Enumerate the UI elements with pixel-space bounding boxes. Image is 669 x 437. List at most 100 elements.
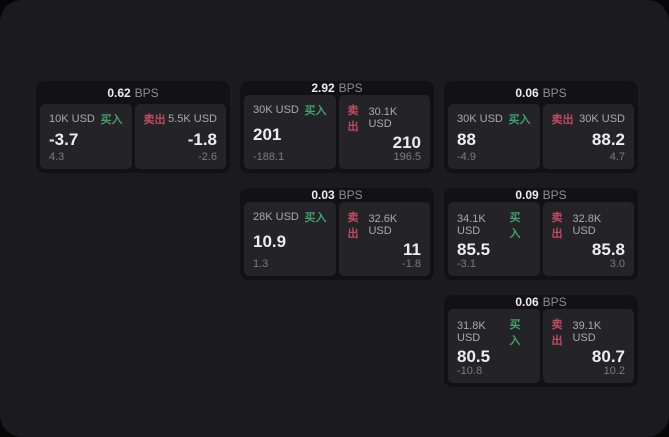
spread-value: 0.09	[515, 188, 539, 202]
buy-amount: 30K USD	[253, 104, 299, 116]
buy-amount: 30K USD	[457, 113, 503, 125]
sell-price: 88.2	[591, 129, 625, 149]
buy-panel[interactable]: 28K USD 买入 10.9 1.3	[244, 202, 336, 276]
sell-amount: 30.1K USD	[368, 106, 398, 130]
sell-panel-top: 卖出 39.1K USD	[552, 316, 626, 348]
sell-side-label: 卖出	[347, 212, 359, 240]
spread-unit: BPS	[542, 85, 567, 100]
sell-panel[interactable]: 卖出 32.6K USD 11 -1.8	[338, 202, 430, 276]
sell-panel-top: 卖出 5.5K USD	[144, 111, 218, 127]
buy-sub-value: 1.3	[253, 258, 269, 270]
card-header: 0.06 BPS	[444, 81, 638, 104]
buy-amount: 31.8K USD	[457, 320, 486, 344]
sell-panel[interactable]: 卖出 30.1K USD 210 196.5	[338, 95, 430, 169]
card-header: 2.92 BPS	[240, 81, 434, 95]
spread-value: 0.62	[107, 85, 131, 100]
buy-panel-top: 28K USD 买入	[253, 209, 327, 225]
quote-card: 0.06 BPS 31.8K USD 买入 80.5 -10.8 卖出 39.1…	[444, 295, 638, 387]
buy-side-label: 买入	[304, 105, 327, 117]
sell-panel-top: 卖出 32.8K USD	[552, 209, 626, 241]
quote-card: 0.62 BPS 10K USD 买入 -3.7 4.3 卖出 5.5K USD…	[36, 81, 230, 173]
card-header: 0.03 BPS	[240, 188, 434, 202]
buy-panel[interactable]: 31.8K USD 买入 80.5 -10.8	[448, 309, 540, 383]
buy-panel-top: 10K USD 买入	[49, 111, 123, 127]
sell-sub-value: 3.0	[609, 258, 625, 270]
sell-price: 210	[392, 133, 421, 152]
sell-price: -1.8	[187, 129, 217, 149]
sell-amount: 32.6K USD	[368, 213, 398, 237]
quote-card: 0.09 BPS 34.1K USD 买入 85.5 -3.1 卖出 32.8K…	[444, 188, 638, 280]
spread-unit: BPS	[542, 188, 567, 202]
sell-panel[interactable]: 卖出 39.1K USD 80.7 10.2	[542, 309, 634, 383]
buy-panel[interactable]: 30K USD 买入 201 -188.1	[244, 95, 336, 169]
card-header: 0.09 BPS	[444, 188, 638, 202]
spread-value: 2.92	[311, 81, 335, 95]
sell-sub-value: 196.5	[393, 151, 421, 163]
sell-amount: 5.5K USD	[168, 113, 217, 125]
sell-panel-top: 卖出 30.1K USD	[348, 102, 422, 134]
buy-price: 88	[457, 129, 476, 149]
price-panels: 30K USD 买入 88 -4.9 卖出 30K USD 88.2 4.7	[444, 104, 638, 173]
sell-sub-value: -1.8	[402, 258, 421, 270]
sell-price: 80.7	[591, 347, 625, 366]
buy-panel-top: 31.8K USD 买入	[457, 316, 531, 348]
spread-unit: BPS	[542, 295, 567, 309]
sell-sub-value: 4.7	[609, 151, 625, 163]
buy-sub-value: -3.1	[457, 258, 476, 270]
sell-price: 85.8	[591, 240, 625, 259]
sell-panel-top: 卖出 32.6K USD	[348, 209, 422, 241]
card-header: 0.06 BPS	[444, 295, 638, 309]
buy-sub-value: -10.8	[457, 365, 483, 377]
buy-panel[interactable]: 30K USD 买入 88 -4.9	[448, 104, 540, 169]
price-panels: 30K USD 买入 201 -188.1 卖出 30.1K USD 210 1…	[240, 95, 434, 173]
cards-grid: 0.62 BPS 10K USD 买入 -3.7 4.3 卖出 5.5K USD…	[36, 81, 638, 387]
sell-price: 11	[403, 240, 421, 259]
sell-side-label: 卖出	[551, 212, 563, 240]
buy-sub-value: 4.3	[49, 151, 65, 163]
buy-price: -3.7	[49, 129, 79, 149]
sell-amount: 39.1K USD	[572, 320, 602, 344]
buy-panel[interactable]: 10K USD 买入 -3.7 4.3	[40, 104, 132, 169]
card-header: 0.62 BPS	[36, 81, 230, 104]
buy-panel[interactable]: 34.1K USD 买入 85.5 -3.1	[448, 202, 540, 276]
sell-panel[interactable]: 卖出 32.8K USD 85.8 3.0	[542, 202, 634, 276]
buy-side-label: 买入	[100, 114, 123, 126]
price-panels: 10K USD 买入 -3.7 4.3 卖出 5.5K USD -1.8 -2.…	[36, 104, 230, 173]
buy-price: 85.5	[457, 240, 491, 259]
spread-unit: BPS	[134, 85, 159, 100]
buy-amount: 28K USD	[253, 211, 299, 223]
buy-panel-top: 34.1K USD 买入	[457, 209, 531, 241]
sell-side-label: 卖出	[143, 114, 166, 126]
price-panels: 34.1K USD 买入 85.5 -3.1 卖出 32.8K USD 85.8…	[444, 202, 638, 280]
spread-unit: BPS	[338, 81, 363, 95]
spread-value: 0.06	[515, 295, 539, 309]
price-panels: 28K USD 买入 10.9 1.3 卖出 32.6K USD 11 -1.8	[240, 202, 434, 280]
buy-panel-top: 30K USD 买入	[253, 102, 327, 118]
quote-card: 0.06 BPS 30K USD 买入 88 -4.9 卖出 30K USD 8…	[444, 81, 638, 173]
buy-sub-value: -4.9	[457, 151, 476, 163]
buy-price: 10.9	[253, 232, 287, 251]
price-panels: 31.8K USD 买入 80.5 -10.8 卖出 39.1K USD 80.…	[444, 309, 638, 387]
buy-panel-top: 30K USD 买入	[457, 111, 531, 127]
sell-side-label: 卖出	[347, 105, 359, 133]
sell-amount: 32.8K USD	[572, 213, 602, 237]
buy-side-label: 买入	[509, 212, 521, 240]
sell-amount: 30K USD	[579, 113, 625, 125]
buy-side-label: 买入	[509, 319, 521, 347]
buy-side-label: 买入	[304, 212, 327, 224]
sell-side-label: 卖出	[551, 114, 574, 126]
buy-sub-value: -188.1	[253, 151, 285, 163]
sell-panel[interactable]: 卖出 5.5K USD -1.8 -2.6	[134, 104, 226, 169]
buy-price: 80.5	[457, 347, 491, 366]
sell-side-label: 卖出	[551, 319, 563, 347]
sell-panel[interactable]: 卖出 30K USD 88.2 4.7	[542, 104, 634, 169]
buy-price: 201	[253, 125, 282, 144]
sell-sub-value: -2.6	[198, 151, 217, 163]
quote-card: 2.92 BPS 30K USD 买入 201 -188.1 卖出 30.1K …	[240, 81, 434, 173]
spread-value: 0.06	[515, 85, 539, 100]
buy-side-label: 买入	[508, 114, 531, 126]
spread-unit: BPS	[338, 188, 363, 202]
sell-panel-top: 卖出 30K USD	[552, 111, 626, 127]
spread-value: 0.03	[311, 188, 335, 202]
